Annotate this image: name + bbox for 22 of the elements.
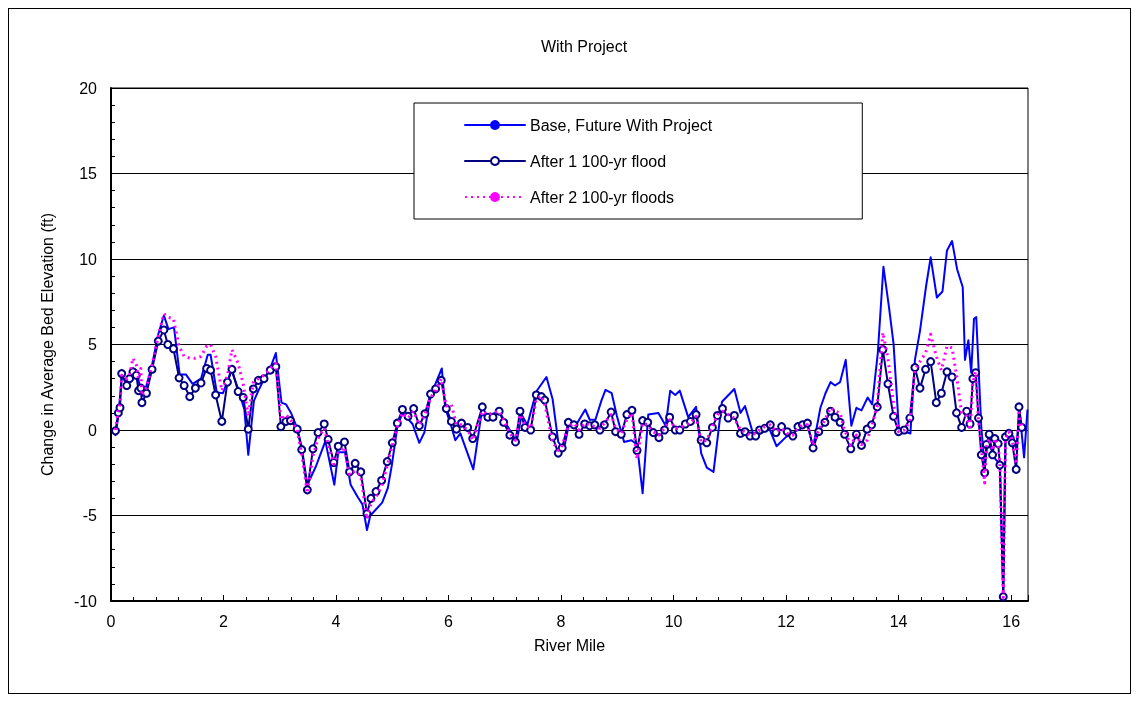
legend-label: After 2 100-yr floods [530,188,675,206]
x-tick-label: 0 [106,612,116,630]
y-tick-label: 20 [79,79,98,97]
y-tick-label: -5 [82,507,98,524]
x-tick-label: 12 [777,612,796,630]
x-tick-label: 16 [1002,612,1021,630]
y-tick-label: 10 [79,250,98,268]
x-axis-title: River Mile [533,636,606,654]
legend-label: Base, Future With Project [530,116,713,134]
x-tick-label: 6 [444,612,454,630]
chart-title: With Project [540,37,628,55]
y-tick-label: -10 [73,592,98,610]
y-tick-label: 0 [88,421,98,439]
x-tick-label: 10 [664,612,683,630]
y-tick-label: 15 [79,165,98,182]
x-tick-label: 2 [219,612,229,630]
y-axis-title: Change in Average Bed Elevation (ft) [38,213,56,476]
x-tick-label: 14 [889,612,908,630]
x-tick-label: 8 [556,612,566,630]
legend-label: After 1 100-yr flood [530,152,667,170]
x-tick-label: 4 [331,612,341,630]
y-tick-label: 5 [88,336,98,353]
